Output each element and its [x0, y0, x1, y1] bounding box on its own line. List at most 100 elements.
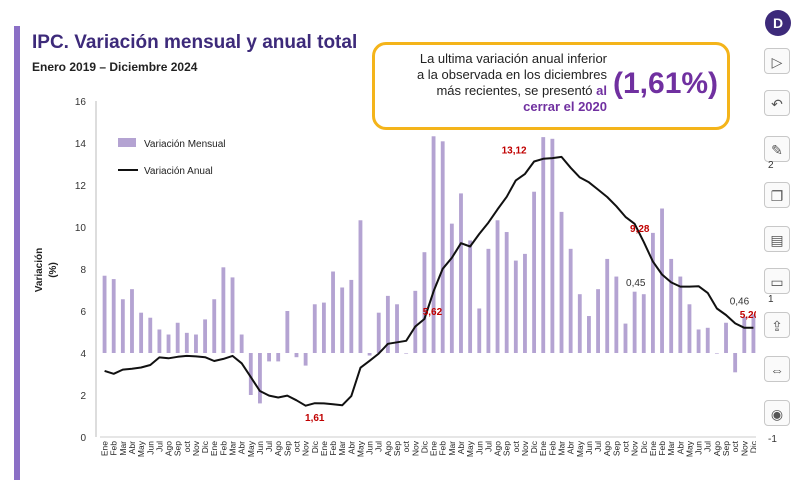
x-tick-label: Jul	[154, 441, 164, 452]
data-label: 13,12	[502, 145, 527, 156]
x-tick-label: Mar	[666, 441, 676, 456]
x-tick-label: Ago	[712, 441, 722, 456]
x-tick-label: Abr	[127, 441, 137, 454]
note-icon[interactable]: ▤	[764, 226, 790, 252]
x-tick-label: Mar	[118, 441, 128, 456]
x-tick-label: Mar	[337, 441, 347, 456]
undo-icon[interactable]: ↶	[764, 90, 790, 116]
record-icon[interactable]: ◉	[764, 400, 790, 426]
monthly-bar	[385, 295, 390, 353]
callout-box: La ultima variación anual inferior a la …	[372, 42, 730, 130]
x-tick-label: Ago	[602, 441, 612, 456]
monthly-bar	[705, 327, 710, 353]
callout-text: La ultima variación anual inferior a la …	[381, 51, 607, 115]
monthly-bar	[486, 248, 491, 353]
monthly-bar	[376, 312, 381, 353]
share-icon[interactable]: ⇪	[764, 312, 790, 338]
x-tick-label: Abr	[346, 441, 356, 454]
x-tick-label: oct	[401, 440, 411, 452]
x-tick-label: May	[465, 440, 475, 457]
monthly-bar	[559, 211, 564, 353]
labels-layer: 1,61 5,62 13,12 9,28 5,20 0,45 0,46	[305, 145, 756, 424]
swap-icon[interactable]: ⇔	[764, 356, 790, 382]
data-label: 9,28	[630, 224, 650, 235]
monthly-bar	[303, 353, 308, 366]
y-axis-title: Variación	[34, 248, 45, 292]
copy-icon[interactable]: ❐	[764, 182, 790, 208]
x-tick-label: Nov	[301, 440, 311, 456]
y-tick-label: 6	[80, 307, 86, 318]
monthly-bar	[395, 304, 399, 353]
monthly-bar	[413, 290, 418, 353]
x-tick-label: Mar	[228, 441, 238, 456]
monthly-bar	[751, 314, 756, 353]
x-tick-label: Ene	[538, 441, 548, 456]
x-tick-label: Dic	[529, 440, 539, 453]
x-tick-label: Abr	[456, 441, 466, 454]
x-tick-label: Jul	[703, 441, 713, 452]
x-tick-label: oct	[730, 440, 740, 452]
monthly-bar	[724, 322, 728, 353]
monthly-bar	[660, 208, 664, 353]
accent-bar	[14, 26, 20, 480]
x-tick-label: Jul	[374, 441, 384, 452]
x-tick-label: Abr	[237, 441, 247, 454]
x-tick-label: Nov	[520, 440, 530, 456]
monthly-bar	[157, 329, 162, 353]
x-tick-label: Dic	[419, 440, 429, 453]
monthly-bar	[596, 289, 600, 353]
monthly-bar	[285, 311, 290, 353]
x-tick-label: May	[355, 440, 365, 457]
x-tick-label: May	[136, 440, 146, 457]
monthly-bar	[422, 252, 427, 353]
monthly-bar	[340, 287, 345, 353]
monthly-bar	[431, 136, 436, 353]
logo-badge[interactable]: D	[765, 10, 791, 36]
legend-label-annual: Variación Anual	[144, 166, 213, 177]
monthly-bar	[449, 223, 454, 353]
data-label: 1,61	[305, 413, 325, 424]
monthly-bar	[495, 220, 500, 353]
monthly-bar	[696, 329, 701, 353]
x-tick-label: Sep	[392, 441, 402, 456]
x-tick-label: Jun	[255, 441, 265, 455]
monthly-bar	[349, 279, 354, 353]
monthly-bar	[440, 141, 445, 353]
data-label: 0,46	[730, 296, 750, 307]
x-tick-label: Ago	[164, 441, 174, 456]
x-tick-label: oct	[291, 440, 301, 452]
video-icon[interactable]: ▭	[764, 268, 790, 294]
monthly-bar	[513, 260, 518, 353]
x-tick-label: Ene	[100, 441, 110, 456]
monthly-bar	[294, 353, 299, 358]
monthly-bar	[714, 353, 719, 354]
y-tick-label: 4	[80, 349, 86, 360]
monthly-bar	[102, 275, 107, 353]
callout-line-1: La ultima variación anual inferior	[419, 51, 607, 66]
monthly-bar	[614, 276, 619, 353]
secondary-axis-tick: -1	[768, 434, 777, 445]
x-tick-label: Jun	[145, 441, 155, 455]
x-tick-label: Jul	[264, 441, 274, 452]
callout-line-3: más recientes, se presentó	[436, 83, 597, 98]
pen-icon[interactable]: ✎	[764, 136, 790, 162]
x-tick-label: Sep	[721, 441, 731, 456]
x-tick-label: Jun	[584, 441, 594, 455]
monthly-bar	[120, 299, 125, 353]
x-tick-label: Ene	[209, 441, 219, 456]
legend: Variación Mensual Variación Anual	[118, 138, 226, 177]
callout-line-2: a la observada en los diciembres	[416, 67, 607, 82]
play-icon[interactable]: ▷	[764, 48, 790, 74]
monthly-bar	[733, 353, 738, 373]
x-tick-label: Sep	[282, 441, 292, 456]
x-tick-label: Nov	[191, 440, 201, 456]
monthly-bar	[577, 294, 582, 353]
x-tick-label: Dic	[200, 440, 210, 453]
monthly-bar	[641, 294, 646, 353]
x-tick-label: Sep	[502, 441, 512, 456]
x-tick-label: Jul	[483, 441, 493, 452]
y-tick-label: 16	[75, 97, 87, 108]
x-tick-label: Ene	[648, 441, 658, 456]
